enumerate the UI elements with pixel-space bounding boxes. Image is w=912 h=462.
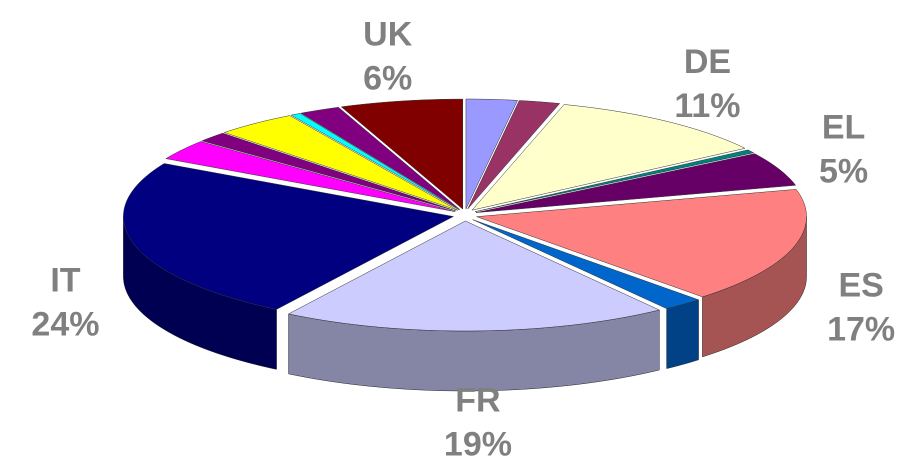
slice-side-shade xyxy=(123,216,277,370)
slice-value-label: 6% xyxy=(363,59,412,97)
slice xyxy=(465,98,518,210)
slice xyxy=(467,100,561,210)
slice xyxy=(287,220,661,332)
slice xyxy=(201,132,457,212)
slice xyxy=(475,153,797,213)
slice-side-shade xyxy=(666,299,699,369)
slice-sides xyxy=(123,216,807,392)
slice xyxy=(474,149,755,212)
slice xyxy=(223,115,458,211)
slice-value-label: 5% xyxy=(819,153,868,191)
slice-side-shade xyxy=(702,216,807,357)
slice xyxy=(340,98,464,210)
slice-label: FR xyxy=(455,381,500,419)
slice-tops xyxy=(123,98,807,332)
slice-label: ES xyxy=(838,266,883,304)
slice xyxy=(165,141,456,212)
slice-side-shade xyxy=(288,309,660,391)
slice xyxy=(471,104,746,211)
slice-label: UK xyxy=(363,15,413,53)
slice xyxy=(300,107,461,210)
slice xyxy=(123,163,455,310)
slice-value-label: 11% xyxy=(674,87,740,125)
slice-value-label: 19% xyxy=(444,425,512,462)
slice-label: EL xyxy=(822,109,865,147)
slice-value-label: 17% xyxy=(827,310,895,348)
slice-label: IT xyxy=(50,262,80,300)
slice xyxy=(472,219,700,309)
slice-label: DE xyxy=(684,43,731,81)
slice xyxy=(476,189,807,298)
slice-value-label: 24% xyxy=(31,306,99,344)
slice xyxy=(290,113,460,211)
